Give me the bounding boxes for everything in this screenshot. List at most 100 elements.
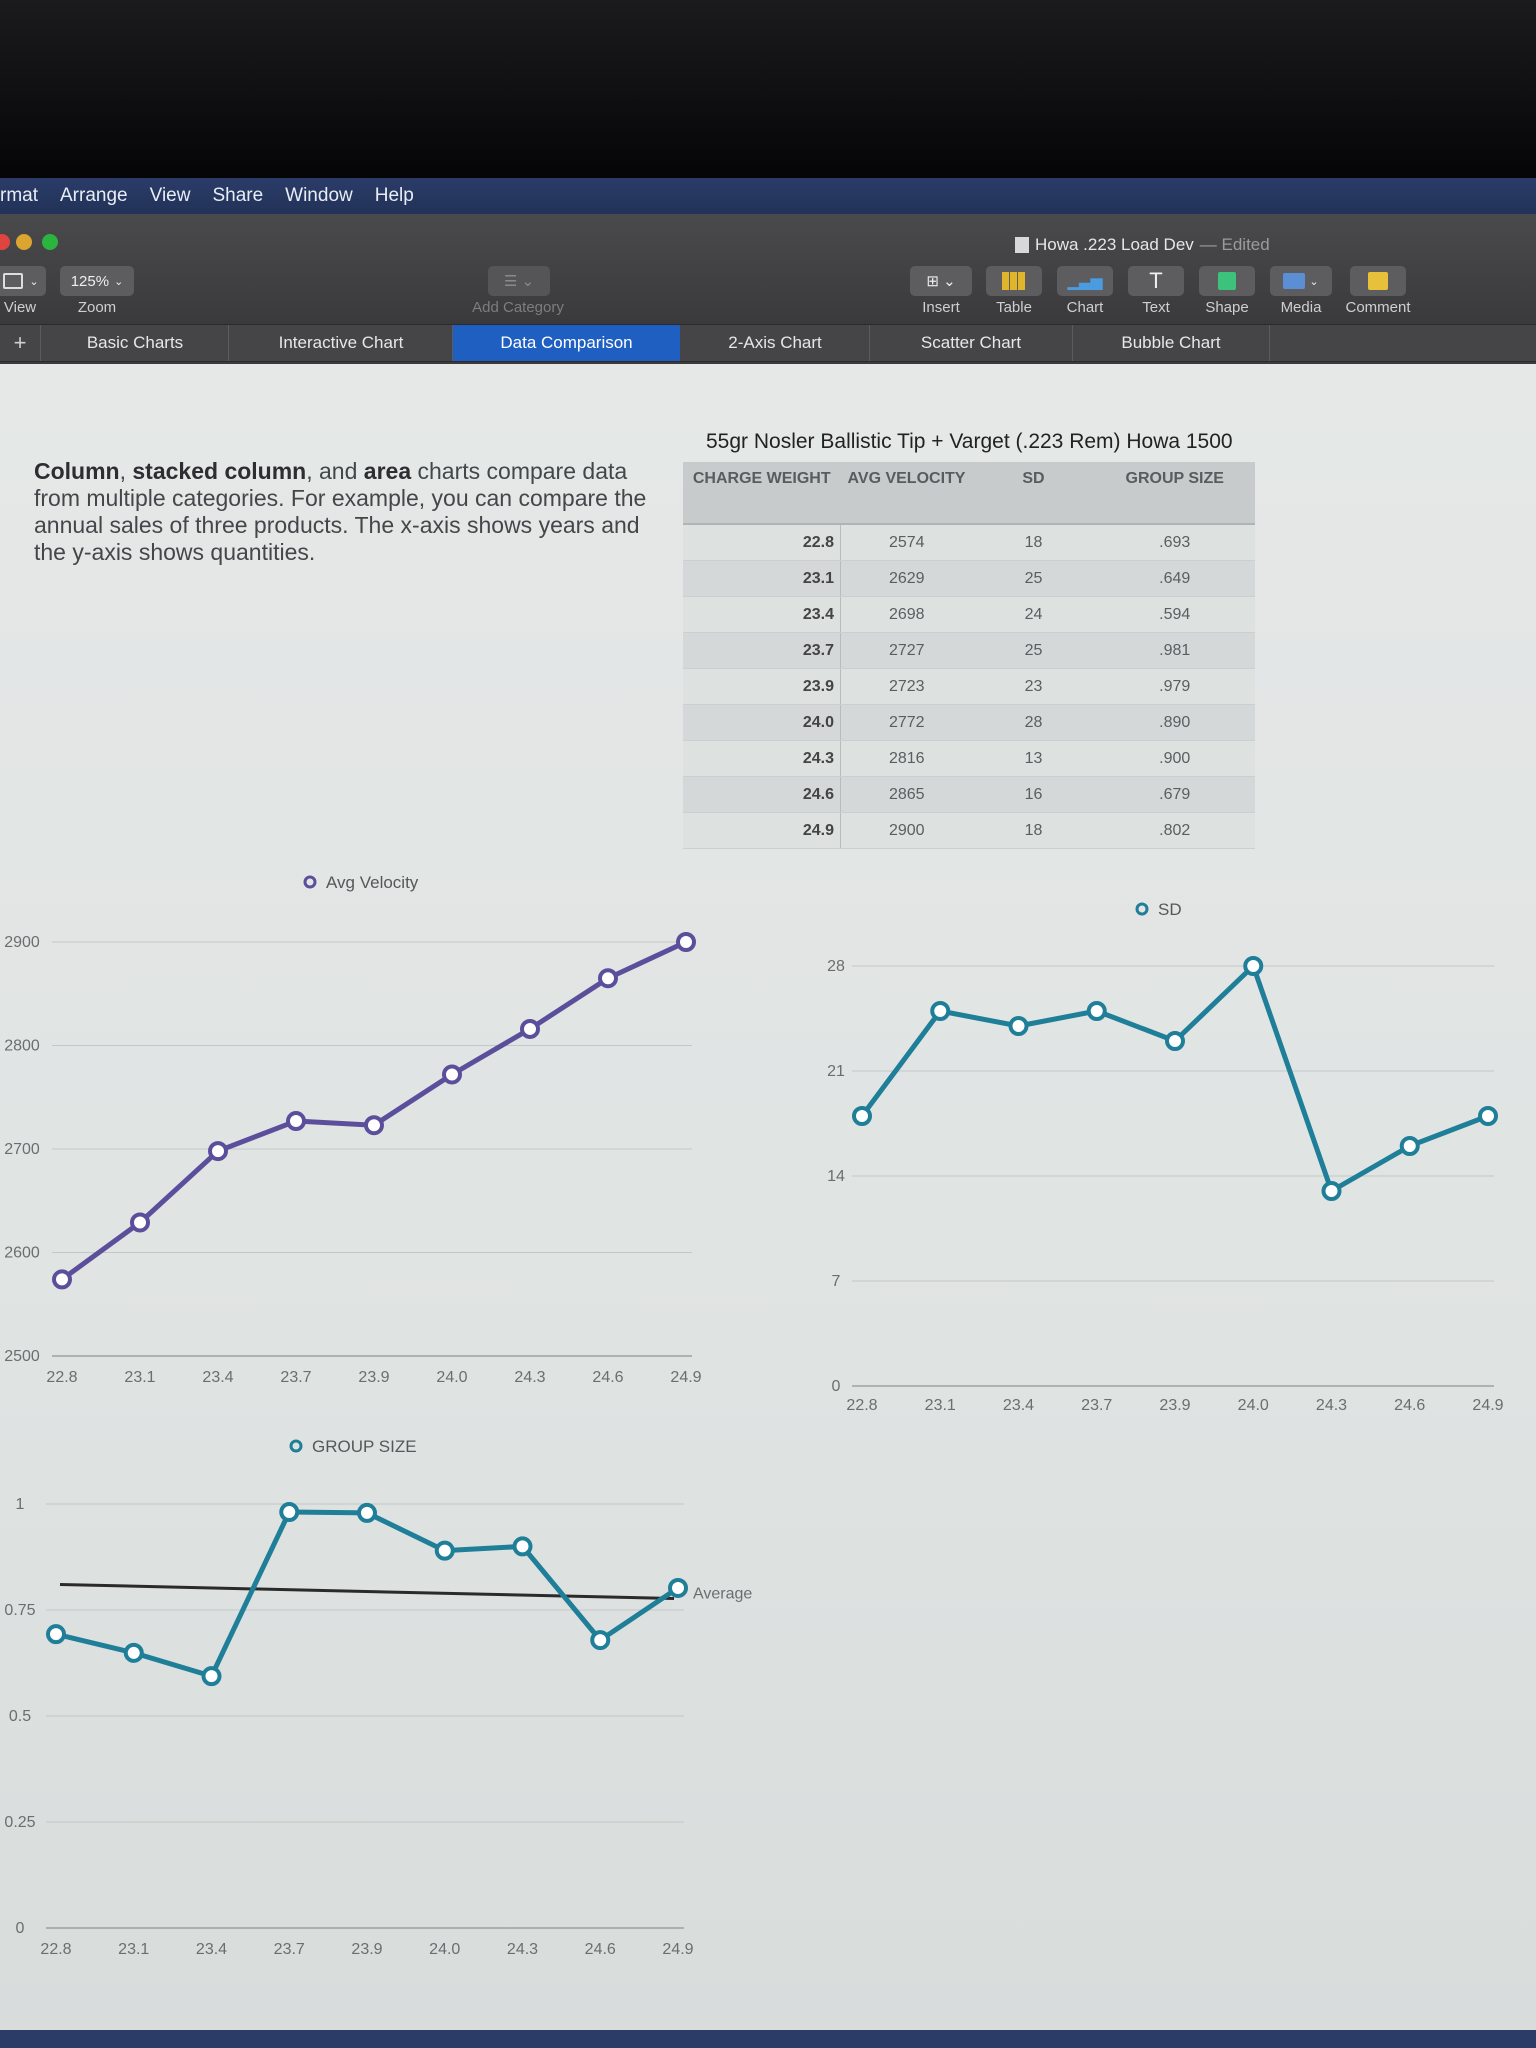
group-size-data-point[interactable]	[434, 1540, 455, 1561]
text-button[interactable]: T	[1128, 266, 1184, 296]
cell-charge-weight[interactable]: 23.1	[683, 560, 841, 597]
sd-data-point[interactable]	[930, 1001, 951, 1021]
cell-group-size[interactable]: .679	[1094, 776, 1255, 813]
cell-sd[interactable]: 24	[972, 596, 1095, 633]
table-row[interactable]: 24.9 2900 18.802	[683, 812, 1255, 849]
cell-sd[interactable]: 13	[972, 740, 1095, 777]
cell-charge-weight[interactable]: 22.8	[683, 524, 841, 561]
menu-arrange[interactable]: Arrange	[60, 185, 128, 206]
sd-data-point[interactable]	[1243, 956, 1264, 976]
sd-data-point[interactable]	[1165, 1031, 1185, 1051]
menu-format[interactable]: rmat	[0, 185, 38, 206]
sd-data-point[interactable]	[852, 1106, 872, 1126]
tab-basic-charts[interactable]: Basic Charts	[42, 325, 229, 361]
cell-avg-velocity[interactable]: 2900	[840, 812, 973, 849]
cell-charge-weight[interactable]: 24.3	[683, 740, 841, 777]
cell-charge-weight[interactable]: 23.4	[683, 596, 841, 633]
table-row[interactable]: 23.1 2629 25.649	[683, 560, 1255, 597]
tab-scatter-chart[interactable]: Scatter Chart	[870, 325, 1073, 361]
group-size-data-point[interactable]	[357, 1502, 377, 1523]
cell-charge-weight[interactable]: 24.0	[683, 704, 841, 741]
cell-avg-velocity[interactable]: 2698	[840, 596, 973, 633]
zoom-dropdown[interactable]: 125% ⌄	[60, 266, 134, 296]
column-header-avg-velocity[interactable]: AVG VELOCITY	[840, 462, 973, 525]
menu-window[interactable]: Window	[285, 185, 353, 206]
cell-sd[interactable]: 16	[972, 776, 1095, 813]
cell-group-size[interactable]: .900	[1094, 740, 1255, 777]
velocity-data-point[interactable]	[520, 1018, 540, 1039]
sd-data-point[interactable]	[1399, 1136, 1420, 1156]
tab-2-axis-chart[interactable]: 2-Axis Chart	[681, 325, 870, 361]
minimize-button[interactable]	[16, 234, 32, 250]
column-header-sd[interactable]: SD	[972, 462, 1095, 525]
velocity-data-point[interactable]	[364, 1115, 384, 1136]
cell-avg-velocity[interactable]: 2772	[840, 704, 973, 741]
column-header-group-size[interactable]: GROUP SIZE	[1094, 462, 1255, 525]
cell-sd[interactable]: 25	[972, 632, 1095, 669]
velocity-data-point[interactable]	[676, 932, 696, 952]
cell-charge-weight[interactable]: 24.9	[683, 812, 841, 849]
velocity-data-point[interactable]	[442, 1064, 462, 1085]
menu-help[interactable]: Help	[374, 185, 414, 206]
cell-avg-velocity[interactable]: 2865	[840, 776, 973, 813]
sd-data-point[interactable]	[1321, 1181, 1342, 1201]
cell-avg-velocity[interactable]: 2574	[840, 524, 973, 561]
velocity-data-point[interactable]	[286, 1111, 306, 1132]
sd-data-point[interactable]	[1478, 1106, 1498, 1126]
comment-button[interactable]	[1350, 266, 1406, 296]
table-row[interactable]: 24.3 2816 13.900	[683, 740, 1255, 777]
table-row[interactable]: 23.4 2698 24.594	[683, 596, 1255, 633]
velocity-data-point[interactable]	[52, 1269, 72, 1290]
add-category-button[interactable]: ☰ ⌄	[488, 266, 550, 296]
table-button[interactable]	[986, 266, 1042, 296]
table-row[interactable]: 23.7 2727 25.981	[683, 632, 1255, 669]
cell-sd[interactable]: 18	[972, 524, 1095, 561]
insert-button[interactable]: ⊞ ⌄	[910, 266, 972, 296]
cell-charge-weight[interactable]: 23.7	[683, 632, 841, 669]
group-size-data-point[interactable]	[668, 1577, 688, 1598]
group-size-data-point[interactable]	[46, 1624, 66, 1645]
view-button[interactable]: ⌄	[0, 266, 46, 296]
zoom-window-button[interactable]	[42, 234, 58, 250]
group-size-data-point[interactable]	[201, 1666, 222, 1687]
cell-sd[interactable]: 18	[972, 812, 1095, 849]
table-row[interactable]: 24.6 2865 16.679	[683, 776, 1255, 813]
close-button[interactable]	[0, 234, 10, 250]
cell-charge-weight[interactable]: 24.6	[683, 776, 841, 813]
cell-group-size[interactable]: .649	[1094, 560, 1255, 597]
table-row[interactable]: 22.8 2574 18.693	[683, 524, 1255, 561]
cell-group-size[interactable]: .802	[1094, 812, 1255, 849]
cell-sd[interactable]: 25	[972, 560, 1095, 597]
table-row[interactable]: 24.0 2772 28.890	[683, 704, 1255, 741]
cell-group-size[interactable]: .981	[1094, 632, 1255, 669]
group-size-data-point[interactable]	[123, 1642, 144, 1663]
group-size-data-point[interactable]	[279, 1502, 300, 1523]
cell-charge-weight[interactable]: 23.9	[683, 668, 841, 705]
cell-group-size[interactable]: .979	[1094, 668, 1255, 705]
sd-data-point[interactable]	[1008, 1016, 1029, 1036]
menu-share[interactable]: Share	[212, 185, 264, 206]
velocity-data-point[interactable]	[208, 1141, 228, 1162]
velocity-data-point[interactable]	[130, 1212, 150, 1233]
velocity-data-point[interactable]	[598, 968, 618, 989]
cell-sd[interactable]: 28	[972, 704, 1095, 741]
cell-avg-velocity[interactable]: 2629	[840, 560, 973, 597]
media-button[interactable]: ⌄	[1270, 266, 1332, 296]
shape-button[interactable]	[1199, 266, 1255, 296]
cell-group-size[interactable]: .890	[1094, 704, 1255, 741]
tab-bubble-chart[interactable]: Bubble Chart	[1073, 325, 1270, 361]
tab-data-comparison[interactable]: Data Comparison	[453, 325, 680, 361]
cell-avg-velocity[interactable]: 2723	[840, 668, 973, 705]
group-size-data-point[interactable]	[512, 1536, 533, 1557]
cell-group-size[interactable]: .693	[1094, 524, 1255, 561]
load-data-table[interactable]: CHARGE WEIGHT AVG VELOCITY SD GROUP SIZE…	[683, 462, 1255, 849]
menu-view[interactable]: View	[149, 185, 191, 206]
table-row[interactable]: 23.9 2723 23.979	[683, 668, 1255, 705]
cell-avg-velocity[interactable]: 2727	[840, 632, 973, 669]
add-sheet-button[interactable]: +	[0, 325, 41, 361]
cell-group-size[interactable]: .594	[1094, 596, 1255, 633]
tab-interactive-chart[interactable]: Interactive Chart	[230, 325, 453, 361]
sd-data-point[interactable]	[1086, 1001, 1107, 1021]
cell-sd[interactable]: 23	[972, 668, 1095, 705]
